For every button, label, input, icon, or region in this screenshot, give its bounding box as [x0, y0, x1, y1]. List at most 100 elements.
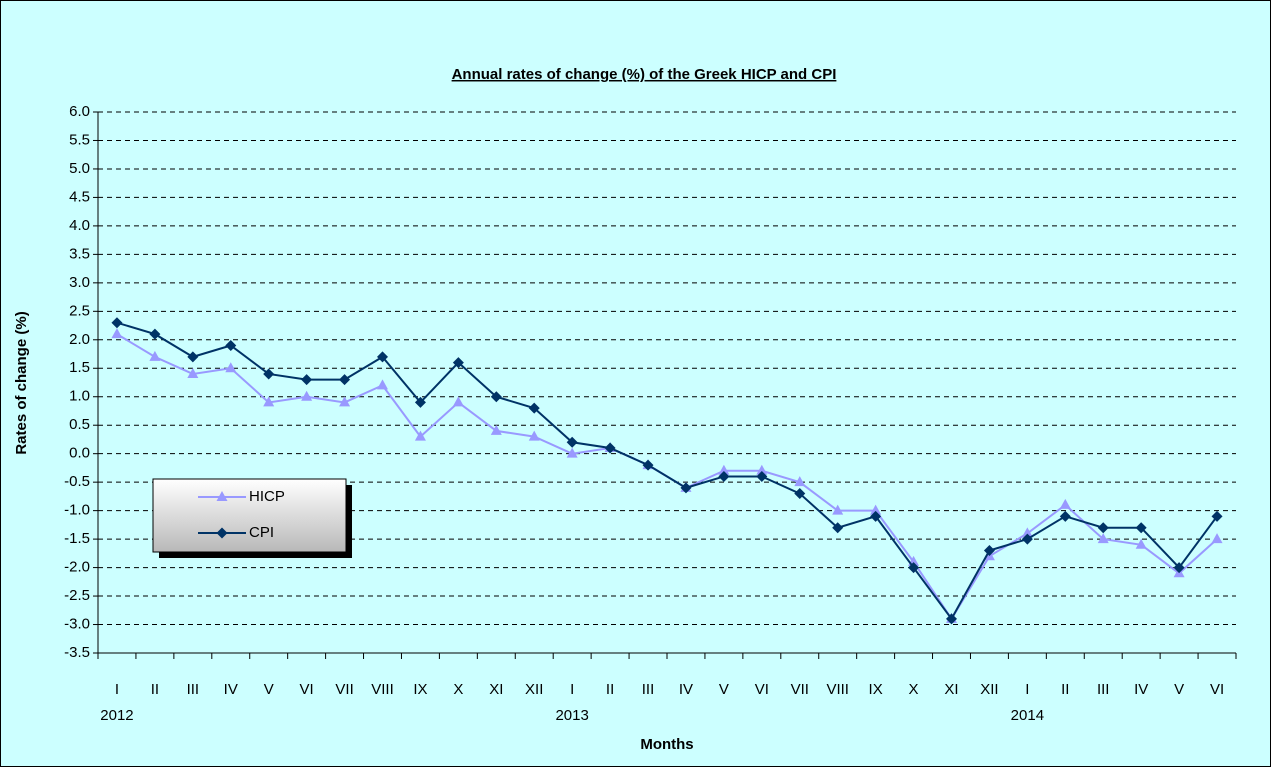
x-tick-label: VI [755, 681, 769, 698]
y-tick-label: -2.0 [64, 559, 90, 576]
x-tick-label: III [1097, 681, 1110, 698]
x-tick-label: VI [1210, 681, 1224, 698]
x-tick-label: VI [300, 681, 314, 698]
y-tick-label: -0.5 [64, 473, 90, 490]
y-tick-label: 3.0 [69, 274, 90, 291]
marker [263, 396, 275, 407]
y-tick-label: -3.5 [64, 644, 90, 661]
marker [870, 504, 882, 515]
y-tick-label: -2.5 [64, 587, 90, 604]
marker [794, 488, 806, 500]
y-tick-label: 3.5 [69, 245, 90, 262]
marker [225, 339, 237, 351]
marker [680, 482, 692, 494]
marker [149, 328, 161, 340]
x-tick-label: IX [413, 681, 427, 698]
marker [414, 396, 426, 408]
x-tick-label: II [606, 681, 614, 698]
y-tick-label: 4.0 [69, 217, 90, 234]
marker [756, 470, 768, 482]
marker [566, 447, 578, 458]
marker [1059, 498, 1071, 509]
x-tick-label: VIII [826, 681, 849, 698]
y-tick-label: 2.0 [69, 331, 90, 348]
marker [528, 402, 540, 414]
marker [1097, 522, 1109, 534]
y-tick-label: -3.0 [64, 615, 90, 632]
marker [832, 522, 844, 534]
y-tick-label: 5.0 [69, 160, 90, 177]
x-tick-label: V [1174, 681, 1184, 698]
marker [263, 368, 275, 380]
marker [377, 351, 388, 363]
x-tick-label: I [1025, 681, 1029, 698]
marker [490, 391, 502, 403]
y-tick-label: 0.5 [69, 416, 90, 433]
x-tick-label: VIII [371, 681, 394, 698]
marker [339, 396, 351, 407]
x-tick-label: VII [335, 681, 353, 698]
y-tick-label: 0.0 [69, 445, 90, 462]
marker [1173, 562, 1185, 574]
x-axis-title: Months [640, 736, 693, 753]
marker [566, 436, 578, 448]
y-tick-label: 1.0 [69, 388, 90, 405]
marker [604, 442, 616, 454]
x-tick-label: V [264, 681, 274, 698]
marker [452, 396, 464, 407]
marker [946, 613, 957, 625]
marker [187, 367, 199, 378]
y-axis-title: Rates of change (%) [13, 311, 30, 454]
marker [1021, 527, 1033, 538]
marker [870, 510, 882, 522]
y-tick-label: -1.0 [64, 502, 90, 519]
legend-label: HICP [249, 488, 285, 505]
x-tick-label: I [570, 681, 574, 698]
marker [149, 350, 161, 361]
marker [187, 351, 199, 363]
marker [718, 464, 730, 475]
marker [1021, 533, 1033, 545]
marker [111, 328, 123, 339]
x-tick-label: IX [869, 681, 883, 698]
x-tick-label: II [1061, 681, 1069, 698]
x-tick-label: II [151, 681, 159, 698]
marker [1135, 522, 1147, 534]
x-tick-label: XI [944, 681, 958, 698]
marker [756, 464, 768, 475]
marker [452, 357, 464, 369]
y-tick-label: -1.5 [64, 530, 90, 547]
chart-title: Annual rates of change (%) of the Greek … [452, 66, 837, 83]
marker [216, 491, 228, 501]
legend-box [152, 478, 347, 553]
x-tick-label: IV [1134, 681, 1148, 698]
x-tick-label: XII [525, 681, 543, 698]
x-tick-label: III [187, 681, 200, 698]
x-tick-label: X [909, 681, 919, 698]
marker [339, 374, 351, 386]
marker [301, 374, 313, 386]
marker [794, 476, 806, 487]
y-tick-label: 5.5 [69, 131, 90, 148]
x-tick-label: XII [980, 681, 998, 698]
y-tick-label: 1.5 [69, 359, 90, 376]
marker [225, 362, 237, 373]
year-label: 2013 [555, 707, 588, 724]
x-tick-label: IV [224, 681, 238, 698]
marker [1135, 538, 1147, 549]
year-label: 2012 [100, 707, 133, 724]
marker [718, 470, 730, 482]
marker [832, 504, 844, 515]
marker [301, 390, 313, 401]
y-tick-label: 4.5 [69, 188, 90, 205]
legend-label: CPI [249, 524, 274, 541]
marker [528, 430, 540, 441]
x-tick-label: XI [489, 681, 503, 698]
marker [642, 459, 654, 471]
year-label: 2014 [1011, 707, 1044, 724]
y-tick-label: 2.5 [69, 302, 90, 319]
marker [1059, 510, 1071, 522]
x-tick-label: V [719, 681, 729, 698]
